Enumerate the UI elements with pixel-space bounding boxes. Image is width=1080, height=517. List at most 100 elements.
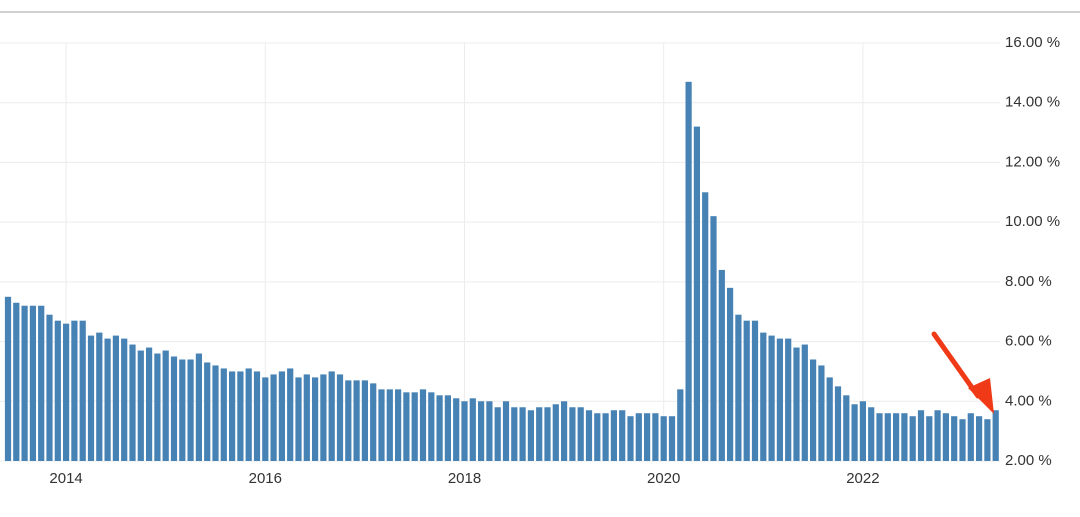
bar	[129, 344, 136, 461]
bar	[909, 416, 916, 461]
bar	[884, 413, 891, 461]
bar	[536, 407, 543, 461]
bar	[478, 401, 485, 461]
bar	[561, 401, 568, 461]
bar	[469, 398, 476, 461]
bar	[793, 347, 800, 461]
plot: 2.00 % 4.00 % 6.00 % 8.00 % 10.00 % 12.00 % 14…	[0, 34, 1060, 487]
bar	[826, 377, 833, 461]
bar	[544, 407, 551, 461]
bar	[926, 416, 933, 461]
bar	[212, 365, 219, 461]
bar	[569, 407, 576, 461]
bar	[87, 335, 95, 461]
x-tick-label: 2020	[647, 470, 680, 487]
bar	[419, 389, 427, 461]
bar	[63, 323, 70, 461]
bar	[776, 338, 783, 461]
bar	[502, 401, 510, 461]
bar	[220, 368, 227, 461]
bar	[303, 374, 310, 461]
bar	[104, 338, 111, 461]
bar	[644, 413, 651, 461]
bar	[486, 401, 493, 461]
bar	[29, 305, 36, 461]
bar	[13, 302, 20, 461]
bar	[444, 395, 451, 461]
bar	[320, 374, 327, 461]
bar	[112, 335, 119, 461]
y-tick-label: 8.00 %	[1005, 273, 1052, 290]
bar	[810, 359, 817, 461]
x-tick-label: 2014	[49, 470, 82, 487]
bar	[154, 353, 161, 461]
bar	[386, 389, 393, 461]
bar	[179, 359, 186, 461]
bar	[693, 126, 700, 461]
bar	[552, 404, 559, 461]
x-tick-label: 2022	[846, 470, 879, 487]
bar	[361, 380, 368, 461]
bar	[461, 401, 468, 461]
bar	[751, 320, 759, 461]
bar	[245, 368, 252, 461]
y-tick-label: 12.00 %	[1005, 153, 1060, 170]
bar	[768, 335, 775, 461]
bar	[992, 410, 999, 461]
bar	[395, 389, 402, 461]
bar	[71, 320, 78, 461]
bar	[594, 413, 601, 461]
bar	[295, 377, 302, 461]
bar	[685, 81, 692, 462]
bar	[428, 392, 435, 461]
bar	[403, 392, 410, 461]
bar	[511, 407, 518, 461]
bar	[834, 386, 842, 461]
bar	[54, 320, 61, 461]
bar	[859, 401, 866, 461]
y-tick-label: 10.00 %	[1005, 213, 1060, 230]
bar	[577, 407, 584, 461]
bar	[668, 416, 676, 461]
bar	[96, 332, 103, 461]
bar	[627, 416, 634, 461]
x-tick-label: 2016	[249, 470, 282, 487]
bar	[494, 407, 501, 461]
bar	[760, 332, 767, 461]
bar	[984, 419, 991, 461]
y-tick-label: 4.00 %	[1005, 392, 1052, 409]
bar	[162, 350, 169, 461]
bar	[610, 410, 617, 461]
bar	[901, 413, 908, 461]
y-tick-label: 6.00 %	[1005, 333, 1052, 350]
bar	[967, 413, 974, 461]
bar	[170, 356, 178, 461]
bar	[718, 269, 725, 461]
y-tick-label: 2.00 %	[1005, 452, 1052, 469]
bar	[851, 404, 858, 461]
bar	[702, 192, 709, 462]
bar	[237, 371, 244, 461]
bar	[270, 374, 277, 461]
bar	[635, 413, 642, 461]
bar	[262, 377, 269, 461]
bar	[345, 380, 352, 461]
bar	[46, 314, 53, 461]
bar	[602, 413, 609, 461]
bar	[312, 377, 319, 461]
bar	[876, 413, 883, 461]
bar	[121, 338, 128, 461]
bar	[137, 350, 144, 461]
bar	[976, 416, 983, 461]
bar	[353, 380, 360, 461]
bar	[585, 410, 593, 461]
bar	[370, 383, 377, 461]
bar	[336, 374, 344, 461]
bar	[818, 365, 825, 461]
bar	[843, 395, 850, 461]
y-tick-label: 14.00 %	[1005, 94, 1060, 111]
bar	[195, 353, 202, 461]
bar	[146, 347, 153, 461]
